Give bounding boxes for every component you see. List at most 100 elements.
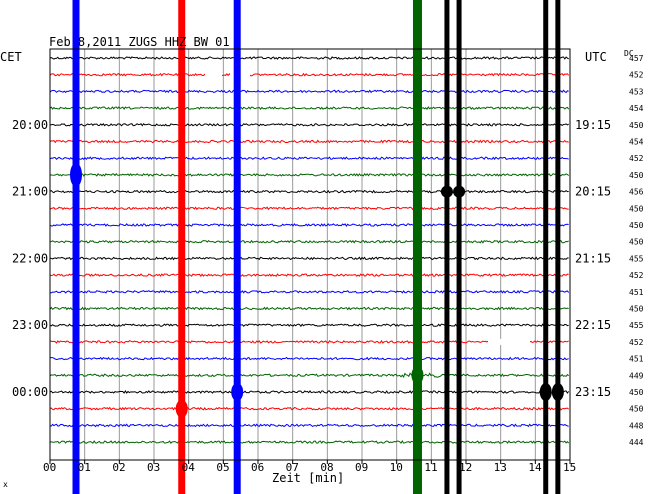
right-timezone-label: UTC xyxy=(585,50,607,64)
left-time-label: 21:00 xyxy=(12,185,48,199)
trace-line xyxy=(49,423,569,428)
x-tick-label: 12 xyxy=(459,461,472,474)
dc-offset-label: 450 xyxy=(629,305,644,314)
x-tick-label: 13 xyxy=(494,461,507,474)
trace-line xyxy=(49,139,569,144)
trace-line xyxy=(49,289,570,294)
x-tick-label: 07 xyxy=(286,461,299,474)
event-burst xyxy=(411,366,424,385)
trace-line xyxy=(49,122,569,127)
event-burst xyxy=(440,185,453,198)
dc-offset-label: 452 xyxy=(629,338,644,347)
x-tick-label: 11 xyxy=(424,461,437,474)
x-tick-label: 01 xyxy=(78,461,91,474)
x-tick-label: 03 xyxy=(147,461,160,474)
left-time-label: 00:00 xyxy=(12,385,48,399)
trace-line xyxy=(49,256,569,261)
dc-offset-label: 449 xyxy=(629,371,644,380)
event-burst xyxy=(231,383,244,401)
trace-line xyxy=(49,339,569,344)
x-tick-label: 04 xyxy=(182,461,196,474)
event-band xyxy=(555,0,561,494)
event-band xyxy=(233,0,241,494)
dc-offset-label: 450 xyxy=(629,204,644,213)
left-timezone-label: CET xyxy=(0,50,22,64)
dc-offset-label: 454 xyxy=(629,138,644,147)
dc-offset-label: 452 xyxy=(629,71,644,80)
x-tick-label: 02 xyxy=(112,461,125,474)
event-burst xyxy=(453,185,466,198)
event-band xyxy=(412,0,422,494)
right-time-label: 23:15 xyxy=(575,385,611,399)
event-burst xyxy=(551,383,564,401)
trace-line xyxy=(49,356,569,361)
plot-frame xyxy=(49,48,571,461)
event-burst xyxy=(70,162,82,187)
dc-offset-label: 455 xyxy=(629,321,644,330)
x-tick-label: 15 xyxy=(563,461,576,474)
dc-offset-label: 450 xyxy=(629,388,644,397)
corner-mark: x xyxy=(3,480,8,489)
trace-line xyxy=(49,389,570,394)
data-gap xyxy=(488,338,530,345)
dc-offset-label: 448 xyxy=(629,421,644,430)
dc-offset-label: 450 xyxy=(629,171,644,180)
x-axis-label: Zeit [min] xyxy=(272,471,344,485)
dc-offset-label: 451 xyxy=(629,355,644,364)
event-band xyxy=(456,0,462,494)
event-bands xyxy=(70,0,564,494)
dc-offset-label: 450 xyxy=(629,121,644,130)
trace-line xyxy=(49,106,570,111)
left-time-label: 20:00 xyxy=(12,118,48,132)
event-band xyxy=(72,0,80,494)
right-time-label: 20:15 xyxy=(575,185,611,199)
dc-offset-label: 452 xyxy=(629,271,644,280)
trace-line xyxy=(49,323,569,328)
trace-line xyxy=(49,306,569,311)
trace-line xyxy=(49,156,569,161)
data-gap xyxy=(205,71,222,78)
trace-line xyxy=(49,89,569,94)
right-time-label: 21:15 xyxy=(575,251,611,265)
trace-line xyxy=(49,189,569,194)
right-time-label: 22:15 xyxy=(575,318,611,332)
event-burst xyxy=(539,383,552,401)
x-tick-label: 09 xyxy=(355,461,368,474)
dc-offset-label: 450 xyxy=(629,221,644,230)
trace-line xyxy=(49,72,570,77)
event-band xyxy=(543,0,549,494)
chart-title: Feb 8,2011 ZUGS HHZ BW 01 xyxy=(49,35,230,49)
trace-line xyxy=(49,206,569,211)
dc-offset-label: 451 xyxy=(629,288,644,297)
chart-labels: Feb 8,2011 ZUGS HHZ BW 01 CET UTC DC Zei… xyxy=(0,35,644,489)
dc-offset-label: 456 xyxy=(629,188,644,197)
trace-line xyxy=(49,372,570,378)
x-tick-label: 00 xyxy=(43,461,56,474)
event-band xyxy=(178,0,186,494)
trace-line xyxy=(49,239,569,244)
dc-offset-label: 444 xyxy=(629,438,644,447)
left-time-label: 23:00 xyxy=(12,318,48,332)
dc-offset-label: 453 xyxy=(629,87,644,96)
dc-offset-label: 452 xyxy=(629,154,644,163)
dc-offset-label: 457 xyxy=(629,54,644,63)
x-tick-label: 14 xyxy=(528,461,542,474)
dc-offset-label: 450 xyxy=(629,405,644,414)
x-tick-label: 06 xyxy=(251,461,264,474)
dc-offset-label: 455 xyxy=(629,254,644,263)
trace-line xyxy=(49,406,570,411)
right-time-label: 19:15 xyxy=(575,118,611,132)
trace-line xyxy=(49,440,570,444)
trace-line xyxy=(49,273,569,278)
x-tick-label: 05 xyxy=(216,461,229,474)
x-tick-label: 10 xyxy=(390,461,403,474)
dc-offset-label: 454 xyxy=(629,104,644,113)
trace-line xyxy=(49,223,569,227)
event-burst xyxy=(175,399,188,418)
seismogram-traces xyxy=(49,56,570,444)
x-tick-label: 08 xyxy=(320,461,333,474)
left-time-label: 22:00 xyxy=(12,251,48,265)
dc-offset-header: DC xyxy=(624,49,634,58)
dc-offset-label: 450 xyxy=(629,238,644,247)
